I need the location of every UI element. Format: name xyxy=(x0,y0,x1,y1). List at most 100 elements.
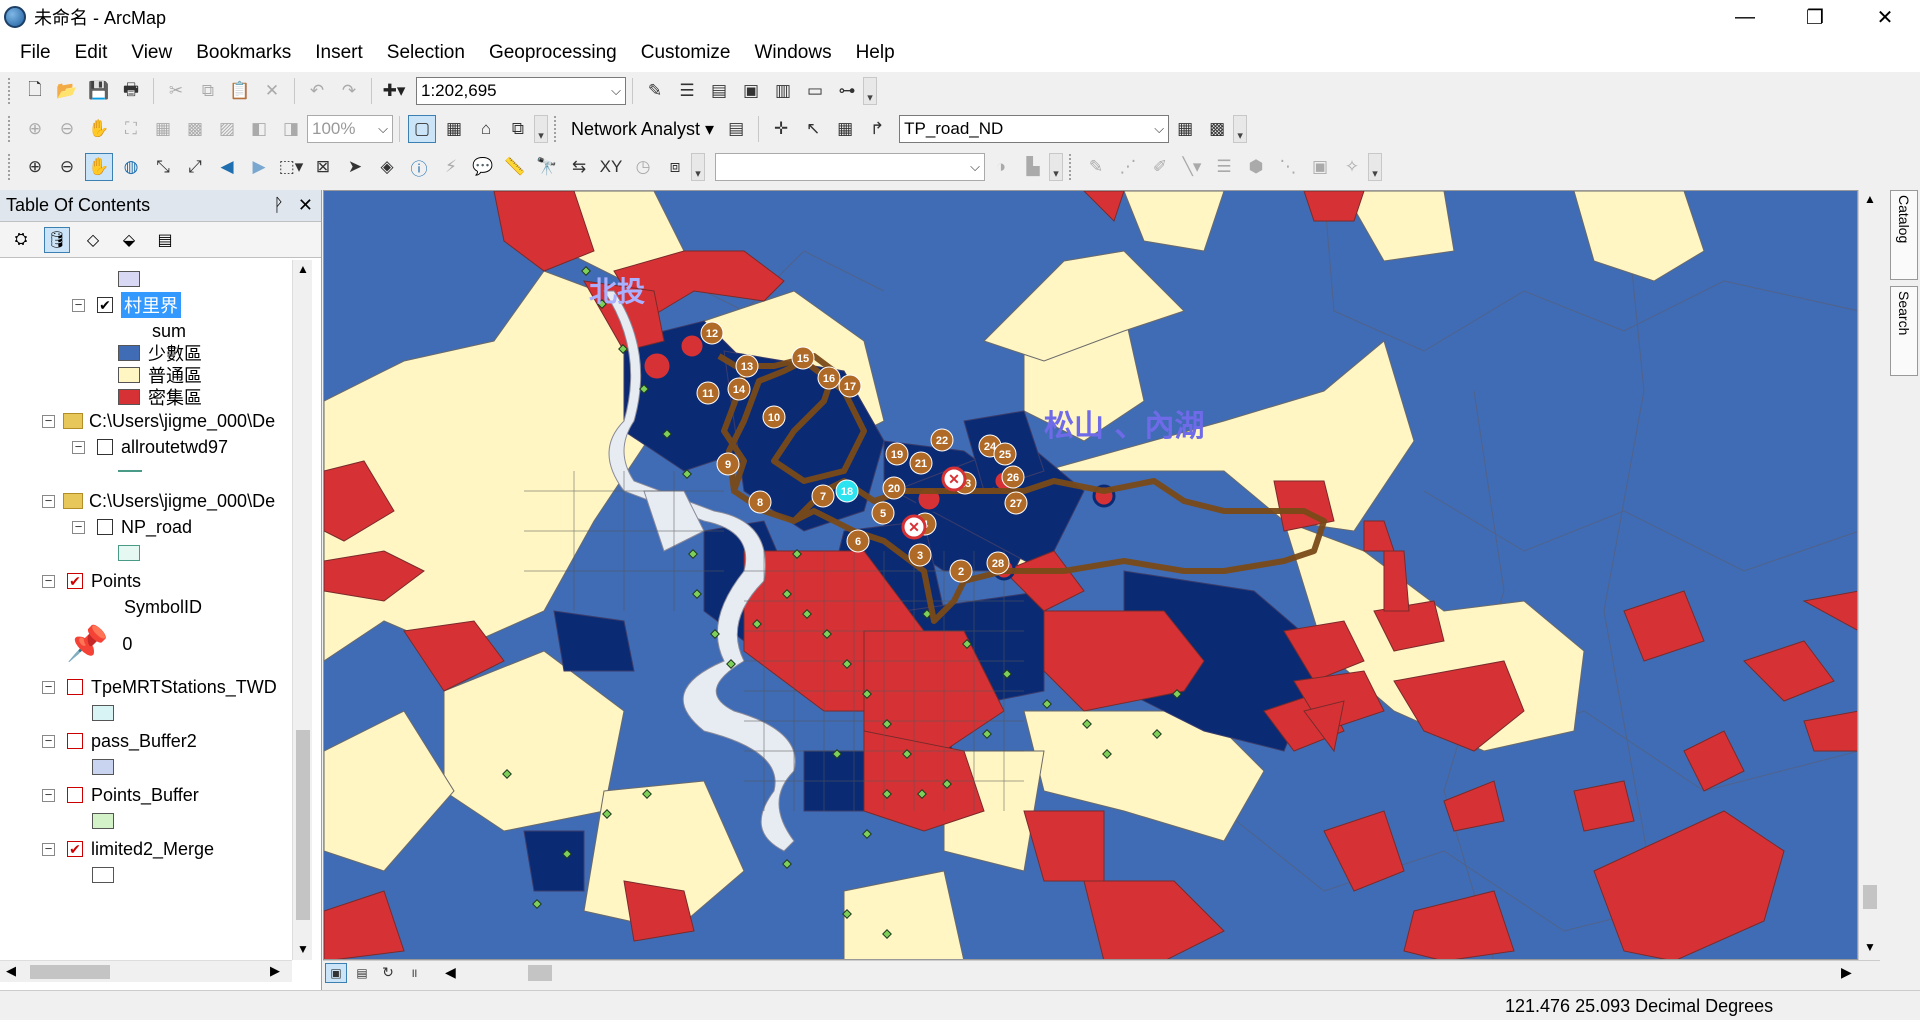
scroll-left-icon[interactable]: ◀ xyxy=(445,964,456,980)
zoom-100-icon[interactable]: ▦ xyxy=(154,119,172,138)
table-of-contents-icon[interactable]: ☰ xyxy=(679,81,695,100)
clear-selection-icon[interactable]: ⊠ xyxy=(315,157,331,176)
layer-visibility-checkbox[interactable]: ✔ xyxy=(97,297,113,313)
layer-points[interactable]: − ✔ Points xyxy=(42,568,141,594)
search-window-icon[interactable]: ▣ xyxy=(742,81,760,100)
route-stop-marker[interactable] xyxy=(1001,465,1025,489)
back-extent-page-icon[interactable]: ◧ xyxy=(250,119,268,138)
model-builder-icon[interactable]: ⊶ xyxy=(838,81,856,100)
route-stop-marker[interactable] xyxy=(835,479,859,503)
forward-extent-page-icon[interactable]: ◨ xyxy=(282,119,300,138)
route-stop-marker[interactable] xyxy=(882,476,906,500)
contrast-icon[interactable]: ◑ xyxy=(995,157,1007,176)
toolbar-options-chevron[interactable]: ▾ xyxy=(1368,153,1382,181)
topology-icon[interactable]: ⋱ xyxy=(1279,157,1297,176)
route-stop-marker[interactable] xyxy=(735,354,759,378)
legend-symbol-value[interactable]: 📌 0 xyxy=(66,622,132,666)
pan-icon[interactable]: ✋ xyxy=(85,153,113,181)
scroll-down-icon[interactable]: ▼ xyxy=(297,942,309,956)
edit-vertices-icon[interactable]: ⋰ xyxy=(1119,157,1137,176)
legend-class-dense[interactable]: 密集區 xyxy=(118,384,202,410)
toolbar-options-chevron[interactable]: ▾ xyxy=(863,77,877,105)
menu-view[interactable]: View xyxy=(131,42,173,63)
fixed-zoom-out-icon[interactable]: ⤢ xyxy=(188,157,202,176)
collapse-icon[interactable]: − xyxy=(42,494,55,508)
new-document-icon[interactable]: 🗋 xyxy=(28,79,42,99)
collapse-icon[interactable]: − xyxy=(42,574,55,588)
identify-icon[interactable]: ⓘ xyxy=(410,159,428,179)
catalog-tab[interactable]: Catalog xyxy=(1890,190,1918,280)
collapse-icon[interactable]: − xyxy=(42,788,55,802)
time-slider-icon[interactable]: ◷ xyxy=(635,157,651,176)
toc-close-icon[interactable]: ✕ xyxy=(297,195,313,215)
cut-icon[interactable]: ✂ xyxy=(168,81,184,100)
layer-visibility-checkbox[interactable]: ✔ xyxy=(67,841,83,857)
menu-help[interactable]: Help xyxy=(855,42,895,63)
menu-selection[interactable]: Selection xyxy=(386,42,465,63)
menu-windows[interactable]: Windows xyxy=(754,42,832,63)
html-popup-icon[interactable]: 💬 xyxy=(472,157,494,176)
collapse-icon[interactable]: − xyxy=(72,440,85,454)
refresh-icon[interactable]: ↻ xyxy=(382,964,394,980)
toc-horizontal-scrollbar[interactable]: ◀ ▶ xyxy=(0,960,292,982)
scroll-thumb[interactable] xyxy=(1863,885,1877,909)
line-style-icon[interactable]: ☰ xyxy=(1216,157,1232,176)
select-features-icon[interactable]: ⬚▾ xyxy=(278,157,304,176)
scroll-up-icon[interactable]: ▲ xyxy=(1864,192,1876,206)
measure-icon[interactable]: 📏 xyxy=(504,157,526,176)
toolbar-grip[interactable] xyxy=(8,116,13,142)
paste-icon[interactable]: 📋 xyxy=(229,81,251,100)
route-stop-marker[interactable] xyxy=(871,501,895,525)
scroll-thumb[interactable] xyxy=(296,730,310,920)
editor-toolbar-icon[interactable]: ✎ xyxy=(647,81,663,100)
create-network-location-icon[interactable]: ✛ xyxy=(773,119,789,138)
toggle-draft-mode-icon[interactable]: ▢ xyxy=(408,115,436,143)
list-by-visibility-icon[interactable]: ◇ xyxy=(86,231,100,249)
zoom-out-icon[interactable]: ⊖ xyxy=(59,157,75,176)
map-view[interactable]: 2345678910111213141516171819202122232425… xyxy=(323,190,1858,960)
close-button[interactable]: ✕ xyxy=(1876,6,1894,29)
menu-customize[interactable]: Customize xyxy=(640,42,731,63)
layer-visibility-checkbox[interactable] xyxy=(67,733,83,749)
layer-np-road[interactable]: − NP_road xyxy=(72,514,192,540)
focus-data-frame-icon[interactable]: ▦ xyxy=(445,119,463,138)
pause-drawing-icon[interactable]: ॥ xyxy=(410,966,418,980)
solve-grid-icon[interactable]: ▦ xyxy=(837,119,854,138)
pin-icon[interactable]: ᚹ xyxy=(273,195,284,215)
search-tab[interactable]: Search xyxy=(1890,286,1918,376)
folder-item-2[interactable]: − C:\Users\jigme_000\De xyxy=(42,488,275,514)
zoom-whole-page-icon[interactable]: ⛶ xyxy=(125,119,137,138)
list-by-drawing-order-icon[interactable]: ⛭ xyxy=(14,230,28,248)
collapse-icon[interactable]: − xyxy=(42,842,55,856)
route-stop-marker[interactable] xyxy=(727,377,751,401)
collapse-icon[interactable]: − xyxy=(72,520,85,534)
layer-mrt-stations[interactable]: − TpeMRTStations_TWD xyxy=(42,674,277,700)
zoom-in-icon[interactable]: ⊕ xyxy=(27,157,43,176)
find-route-icon[interactable]: ⇆ xyxy=(571,157,587,176)
zoom-out-page-icon[interactable]: ⊖ xyxy=(59,119,75,138)
collapse-icon[interactable]: − xyxy=(72,298,85,312)
list-by-source-icon[interactable]: 🛢 xyxy=(44,226,70,253)
route-stop-marker[interactable] xyxy=(700,321,724,345)
layer-visibility-checkbox[interactable] xyxy=(67,787,83,803)
route-stop-marker[interactable] xyxy=(885,442,909,466)
add-data-icon[interactable]: ✚▾ xyxy=(382,81,406,100)
route-stop-marker[interactable] xyxy=(846,529,870,553)
layer-combo[interactable]: ⌵ xyxy=(715,153,985,181)
network-analyst-menu[interactable]: Network Analyst ▾ xyxy=(571,118,715,139)
select-elements-icon[interactable]: ➤ xyxy=(347,157,363,176)
toolbar-options-chevron[interactable]: ▾ xyxy=(534,115,548,143)
network-dataset-combo[interactable]: TP_road_ND ⌵ xyxy=(899,115,1170,143)
catalog-window-icon[interactable]: ▤ xyxy=(710,81,728,100)
snap-icon[interactable]: ⬢ xyxy=(1248,157,1264,176)
go-to-xy-icon[interactable]: XY xyxy=(599,157,623,176)
fixed-zoom-in-icon[interactable]: ⤡ xyxy=(156,157,170,176)
redo-icon[interactable]: ↷ xyxy=(341,81,357,100)
change-layout-icon[interactable]: ⌂ xyxy=(480,119,492,138)
fixed-zoom-out-page-icon[interactable]: ▨ xyxy=(218,119,236,138)
toolbar-grip[interactable] xyxy=(554,116,559,142)
route-stop-marker[interactable] xyxy=(908,543,932,567)
layer-visibility-checkbox[interactable] xyxy=(97,519,113,535)
build-network-icon[interactable]: ▦ xyxy=(1177,119,1194,138)
layer-limited-merge[interactable]: − ✔ limited2_Merge xyxy=(42,836,214,862)
